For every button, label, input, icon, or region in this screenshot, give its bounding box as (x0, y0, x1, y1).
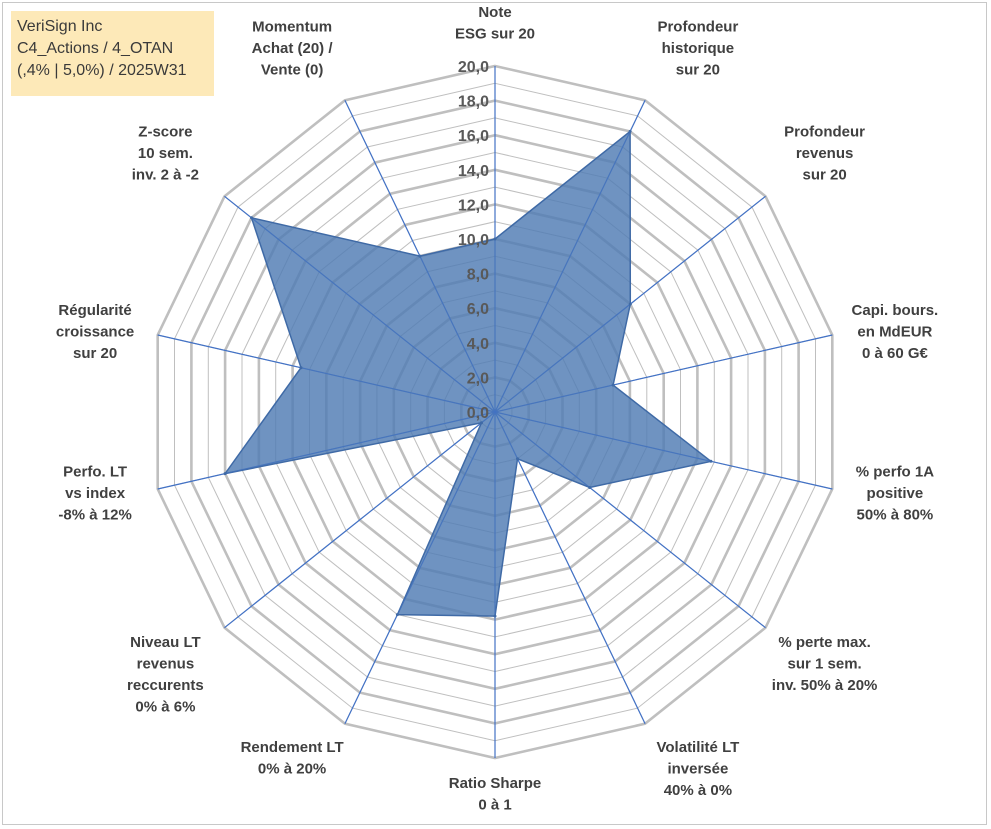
axis-label: Perfo. LT vs index -8% à 12% (58, 464, 131, 524)
axis-label: Régularité croissance sur 20 (56, 302, 134, 362)
axis-label-line: % perfo 1A (856, 464, 935, 481)
axis-label-line: 0% à 20% (258, 761, 326, 778)
data-point (493, 614, 497, 618)
axis-label-line: inversée (667, 761, 728, 778)
axis-label-line: croissance (56, 323, 134, 340)
axis-label-line: -8% à 12% (58, 507, 131, 524)
axis-spoke-overlay (494, 411, 766, 629)
axis-spoke-overlay (157, 334, 496, 413)
data-point (480, 421, 483, 425)
radar-series (157, 66, 833, 758)
axis-label-line: % perte max. (778, 634, 871, 651)
axis-label: % perfo 1A positive 50% à 80% (856, 464, 935, 524)
tick-label: 2,0 (467, 370, 489, 387)
stats-line: (,4% | 5,0%) / 2025W31 (17, 62, 187, 79)
axis-label-line: sur 20 (802, 167, 846, 184)
axis-label: Volatilité LT inversée 40% à 0% (657, 739, 740, 799)
axis-label: Rendement LT 0% à 20% (241, 739, 344, 778)
data-point (493, 237, 497, 241)
tick-label: 16,0 (458, 128, 489, 145)
axis-label-line: Profondeur (784, 124, 865, 141)
axis-label: Capi. bours. en MdEUR 0 à 60 G€ (852, 302, 939, 362)
axis-label-line: Momentum (252, 19, 332, 36)
axis-label: Note ESG sur 20 (455, 4, 535, 43)
axis-label: Profondeur historique sur 20 (657, 19, 738, 79)
axis-spoke-overlay (224, 195, 496, 413)
axis-label-line: Profondeur (657, 19, 738, 36)
axis-label-line: reccurents (127, 677, 204, 694)
data-point (628, 302, 632, 306)
data-point (588, 486, 592, 489)
data-point (418, 254, 422, 258)
axis-label-line: positive (867, 485, 924, 502)
axis-spoke-overlay (224, 411, 496, 629)
axis-label-line: Note (478, 4, 511, 21)
axis-spoke-overlay (157, 411, 496, 490)
axis-label: % perte max. sur 1 sem. inv. 50% à 20% (772, 634, 878, 694)
tick-label: 4,0 (467, 336, 489, 353)
axis-label-line: Ratio Sharpe (449, 775, 542, 792)
axis-label-line: sur 1 sem. (787, 656, 861, 673)
axis-label: Ratio Sharpe 0 à 1 (449, 775, 542, 814)
tick-label: 14,0 (458, 163, 489, 180)
data-point (628, 129, 632, 133)
axis-label-line: sur 20 (676, 62, 720, 79)
axis-spoke-overlay (494, 411, 646, 724)
axis-label-line: 10 sem. (138, 145, 193, 162)
portfolio-line: C4_Actions / 4_OTAN (17, 40, 174, 57)
axis-label: Niveau LT revenus reccurents 0% à 6% (127, 634, 204, 716)
data-point (709, 459, 713, 463)
tick-label: 10,0 (458, 232, 489, 249)
axis-spoke-overlay (494, 334, 833, 413)
data-point (250, 216, 253, 220)
radial-tick-labels: 0,0 2,0 4,0 6,0 8,0 10,0 12,0 14,0 16,0 18,0 20,0 (458, 59, 489, 422)
data-point (516, 457, 519, 461)
data-point (223, 472, 227, 476)
axis-spoke-overlay (344, 411, 496, 724)
axis-label-line: 40% à 0% (664, 782, 732, 799)
axis-label-line: Achat (20) / (252, 40, 334, 57)
data-point (299, 366, 303, 370)
axis-label-line: historique (662, 40, 735, 57)
data-point (395, 613, 399, 617)
company-name: VeriSign Inc (17, 18, 103, 35)
data-point (611, 383, 615, 387)
tick-label: 0,0 (467, 405, 489, 422)
axis-label-line: 0 à 1 (478, 797, 511, 814)
axis-label-line: Z-score (138, 124, 192, 141)
axis-label: Profondeur revenus sur 20 (784, 124, 865, 184)
axis-label-line: Rendement LT (241, 739, 344, 756)
axis-label-line: Capi. bours. (852, 302, 939, 319)
axis-label-line: sur 20 (73, 345, 117, 362)
axis-label-line: inv. 2 à -2 (132, 167, 199, 184)
tick-label: 18,0 (458, 94, 489, 111)
axis-label-line: revenus (796, 145, 854, 162)
axis-label-line: vs index (65, 485, 126, 502)
axis-label-line: Vente (0) (261, 62, 324, 79)
axis-label: Momentum Achat (20) / Vente (0) (252, 19, 334, 79)
chart-header-box: VeriSign Inc C4_Actions / 4_OTAN (,4% | … (11, 11, 214, 96)
tick-label: 8,0 (467, 267, 489, 284)
tick-label: 12,0 (458, 197, 489, 214)
axis-spoke-overlay (494, 100, 646, 413)
axis-label-line: 0% à 6% (135, 699, 195, 716)
axis-label-line: inv. 50% à 20% (772, 677, 878, 694)
axis-label-line: en MdEUR (857, 323, 932, 340)
tick-label: 20,0 (458, 59, 489, 76)
axis-spoke-overlay (494, 411, 833, 490)
axis-labels: Note ESG sur 20 Profondeur historique sur 20… (56, 4, 938, 814)
axis-label-line: revenus (137, 656, 195, 673)
axis-label-line: Niveau LT (130, 634, 201, 651)
tick-label: 6,0 (467, 301, 489, 318)
axis-label-line: ESG sur 20 (455, 26, 535, 43)
axis-label-line: Perfo. LT (63, 464, 127, 481)
axis-label-line: 0 à 60 G€ (862, 345, 929, 362)
axis-label-line: Volatilité LT (657, 739, 740, 756)
axis-label-line: 50% à 80% (857, 507, 934, 524)
axis-label-line: Régularité (58, 302, 131, 319)
axis-label: Z-score 10 sem. inv. 2 à -2 (132, 124, 199, 184)
